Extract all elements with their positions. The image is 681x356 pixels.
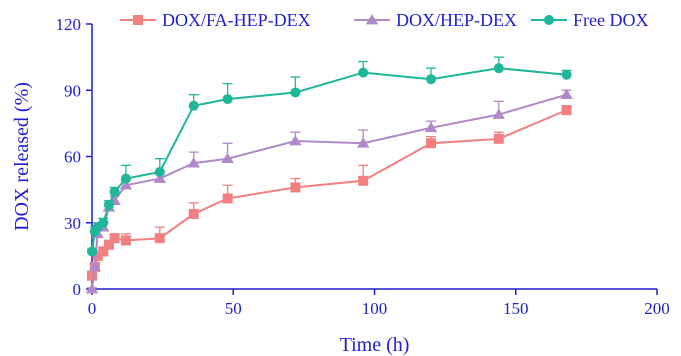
y-tick-label: 120 — [56, 15, 82, 34]
legend-marker — [133, 15, 143, 25]
data-point — [87, 246, 97, 257]
legend-label: DOX/HEP-DEX — [396, 10, 517, 30]
axes: 0 30 60 90 120 0 50 100 150 200 — [56, 15, 670, 318]
data-point — [290, 182, 301, 193]
y-tick-label: 30 — [64, 214, 81, 233]
data-point — [109, 233, 120, 244]
data-point — [109, 186, 120, 197]
x-tick-label: 0 — [88, 299, 97, 318]
data-point — [188, 208, 199, 219]
data-point — [426, 74, 436, 85]
data-point — [493, 133, 504, 144]
data-point — [92, 250, 103, 261]
legend-item-1: DOX/FA-HEP-DEX — [120, 10, 311, 30]
data-point — [426, 138, 436, 149]
data-point — [85, 283, 99, 294]
data-point — [119, 179, 133, 190]
data-point — [98, 246, 109, 257]
x-tick-label: 150 — [503, 299, 529, 318]
series-line — [91, 67, 567, 252]
data-point — [153, 172, 167, 183]
legend: DOX/FA-HEP-DEX DOX/HEP-DEX Free DOX — [120, 10, 648, 30]
y-axis-title: DOX released (%) — [11, 82, 33, 231]
series-group — [85, 56, 573, 294]
data-point — [88, 260, 102, 272]
legend-label: DOX/FA-HEP-DEX — [162, 10, 311, 30]
data-point — [103, 239, 114, 250]
data-point — [561, 105, 572, 116]
data-point — [221, 152, 234, 164]
data-point — [222, 94, 233, 105]
x-tick-label: 100 — [362, 299, 388, 318]
x-tick-label: 200 — [644, 299, 670, 318]
data-point — [154, 166, 165, 177]
data-point — [120, 235, 131, 246]
data-point — [87, 270, 97, 281]
data-point — [561, 69, 572, 80]
data-point — [289, 135, 302, 146]
data-point — [560, 88, 573, 99]
data-point — [120, 173, 131, 184]
x-axis-title: Time (h) — [340, 334, 410, 356]
data-point — [103, 200, 114, 211]
series-3 — [87, 56, 572, 257]
y-tick-label: 0 — [73, 280, 82, 299]
series-line — [91, 93, 567, 290]
legend-item-2: DOX/HEP-DEX — [354, 10, 517, 30]
data-point — [492, 108, 506, 119]
data-point — [358, 175, 369, 186]
y-tick-label: 60 — [64, 148, 81, 167]
data-point — [424, 121, 438, 133]
y-tick-label: 90 — [64, 81, 81, 100]
data-point — [154, 233, 165, 244]
data-point — [187, 157, 200, 168]
data-point — [188, 100, 199, 111]
data-point — [222, 193, 233, 204]
legend-marker — [544, 15, 554, 25]
data-point — [356, 137, 370, 148]
x-tick-label: 50 — [225, 299, 242, 318]
data-point — [98, 217, 109, 228]
data-point — [290, 87, 301, 98]
data-point — [493, 63, 504, 74]
series-2 — [85, 88, 573, 294]
legend-item-3: Free DOX — [531, 10, 648, 30]
data-point — [358, 67, 369, 78]
legend-label: Free DOX — [573, 10, 648, 30]
series-1 — [87, 105, 572, 281]
legend-marker — [365, 14, 379, 25]
